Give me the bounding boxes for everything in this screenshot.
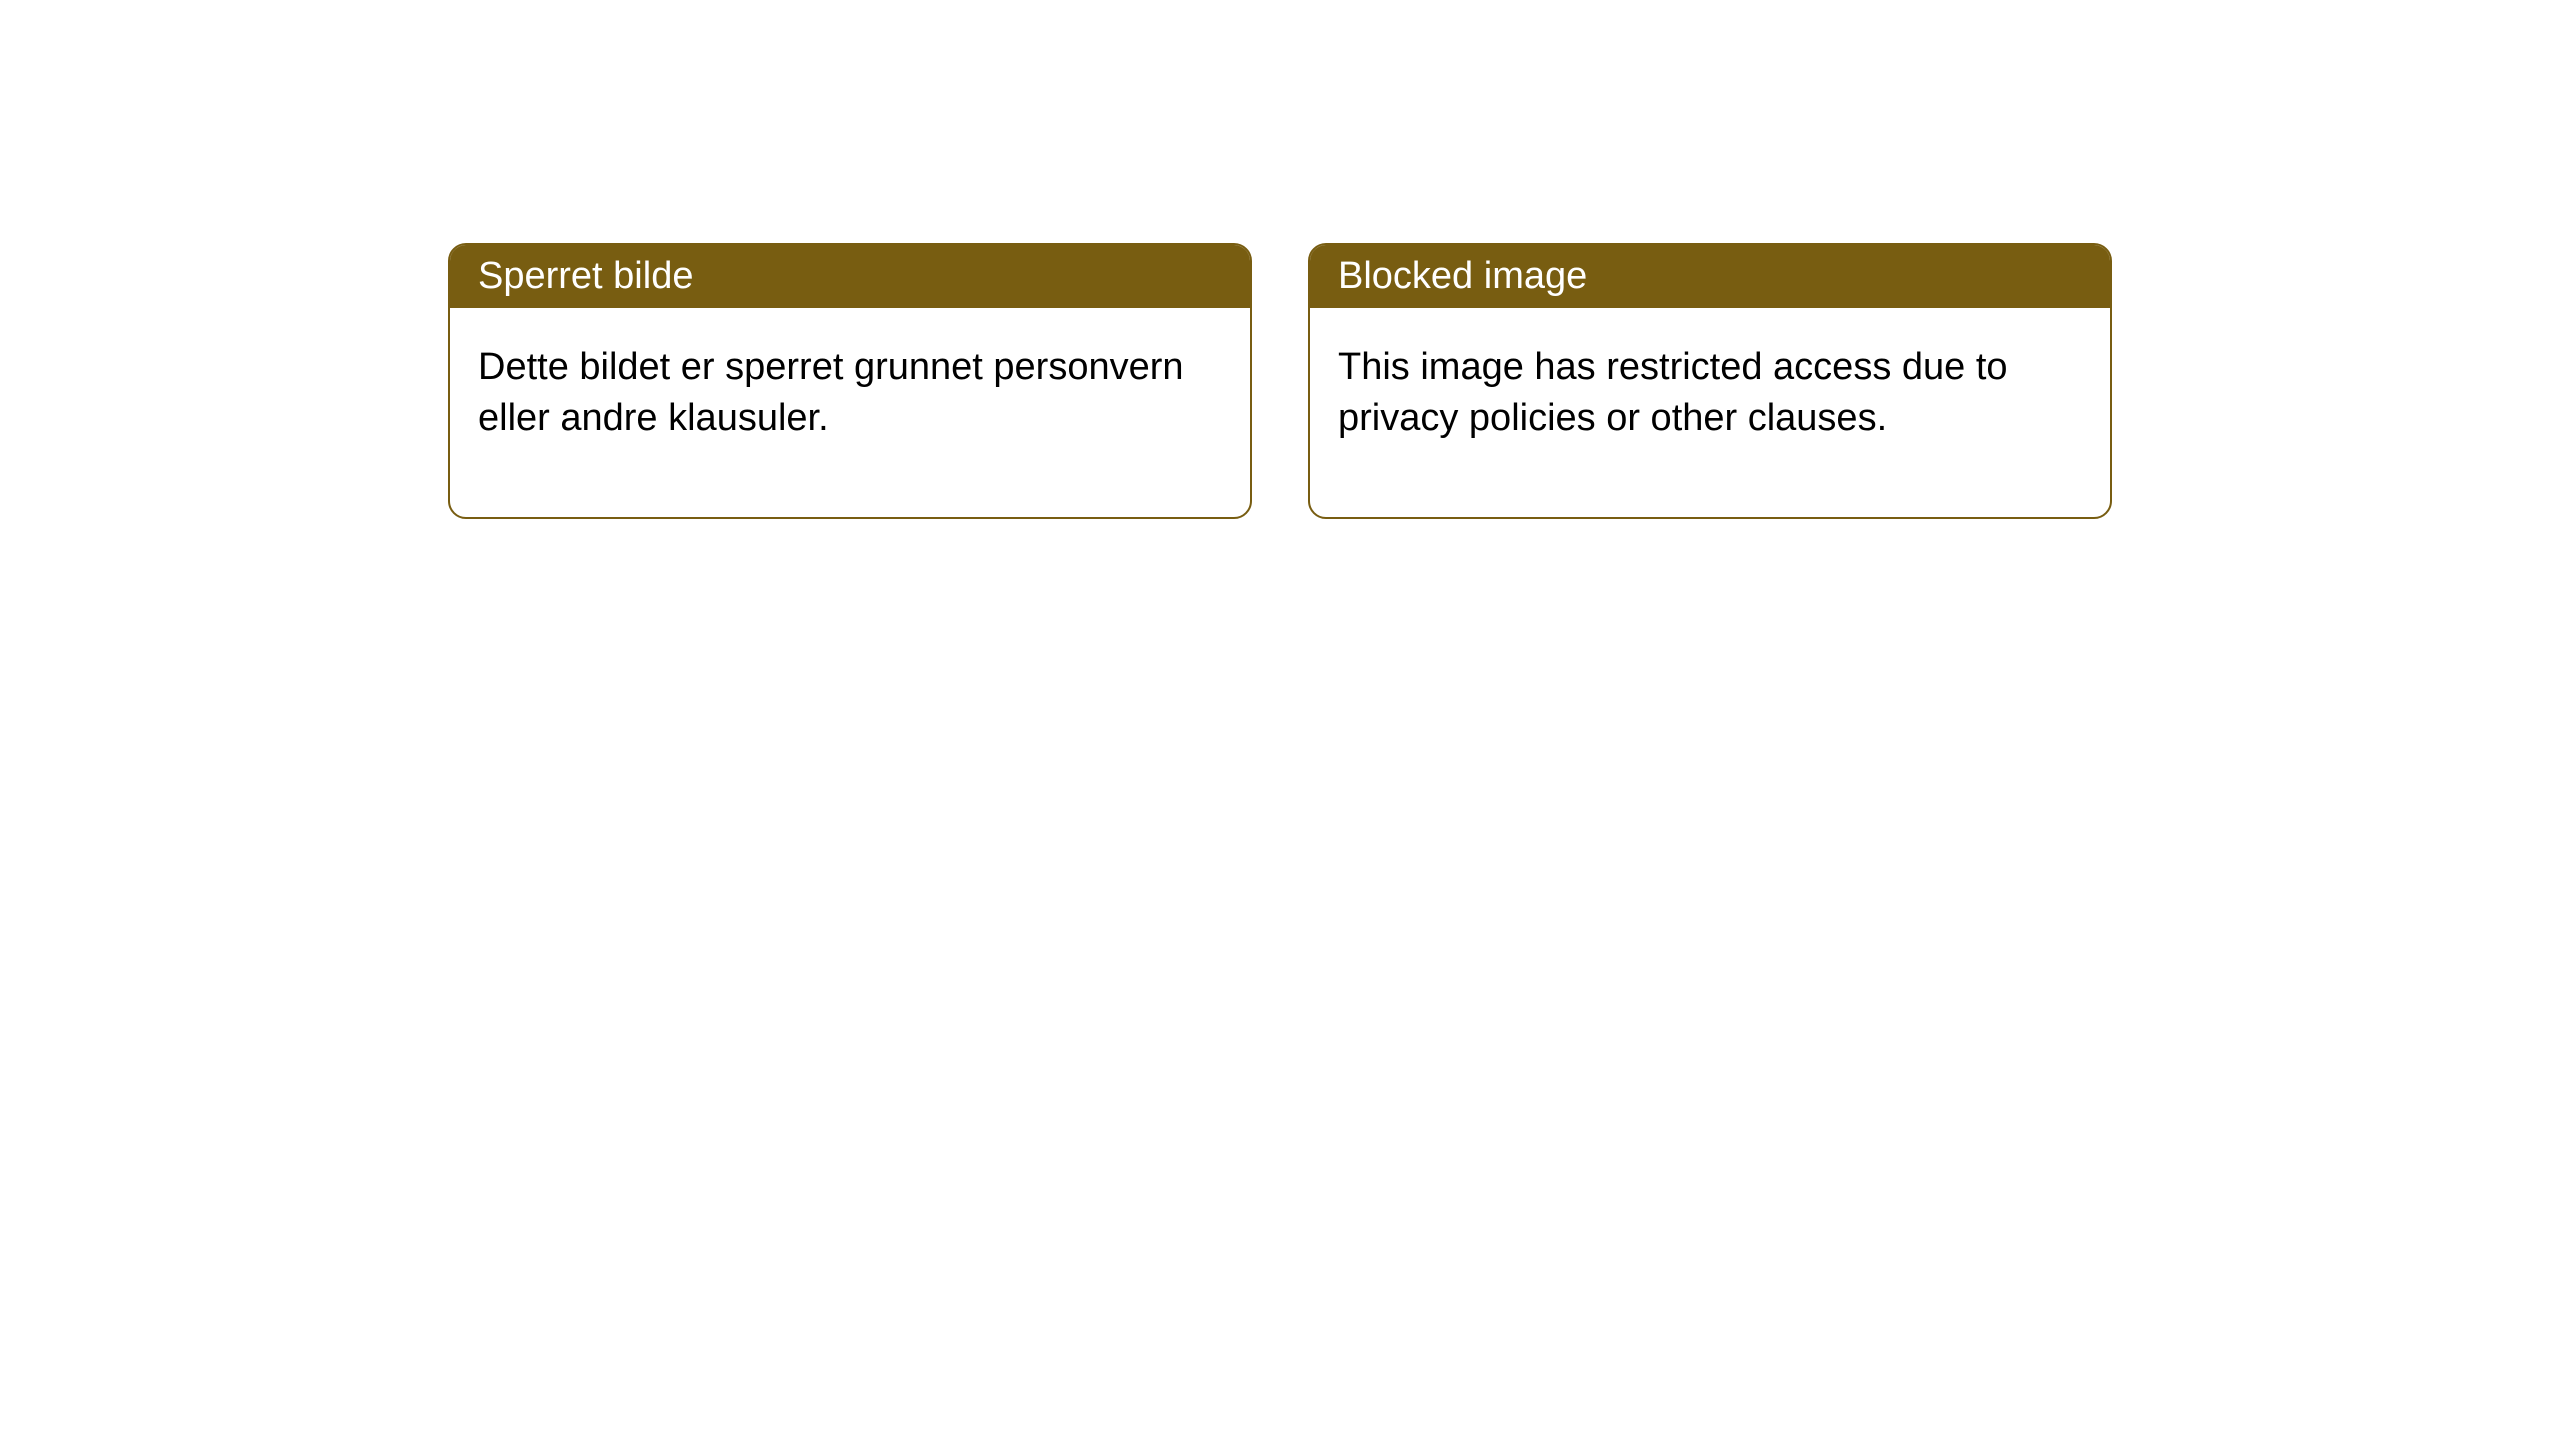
card-title: Blocked image	[1338, 255, 1587, 297]
notice-cards-container: Sperret bilde Dette bildet er sperret gr…	[0, 0, 2560, 519]
card-body: Dette bildet er sperret grunnet personve…	[450, 308, 1250, 517]
card-body: This image has restricted access due to …	[1310, 308, 2110, 517]
card-title: Sperret bilde	[478, 255, 693, 297]
card-header: Blocked image	[1310, 245, 2110, 308]
card-body-text: This image has restricted access due to …	[1338, 346, 2008, 439]
card-body-text: Dette bildet er sperret grunnet personve…	[478, 346, 1184, 439]
notice-card-norwegian: Sperret bilde Dette bildet er sperret gr…	[448, 243, 1252, 519]
card-header: Sperret bilde	[450, 245, 1250, 308]
notice-card-english: Blocked image This image has restricted …	[1308, 243, 2112, 519]
